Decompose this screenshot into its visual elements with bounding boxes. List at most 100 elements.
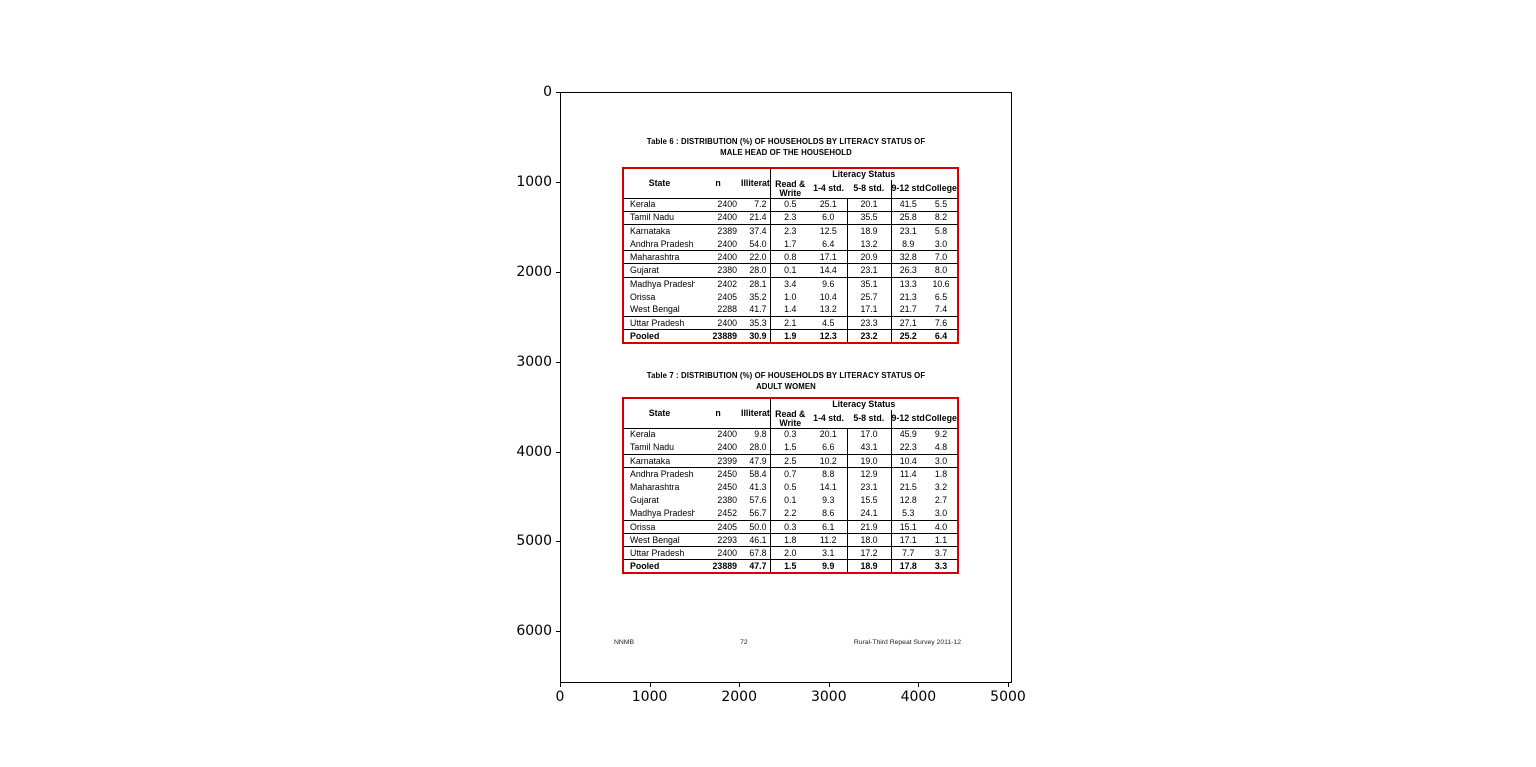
col-group-literacy-status: Literacy Status: [769, 168, 959, 180]
cell-college: 3.3: [925, 559, 959, 574]
cell-n: 2405: [695, 519, 741, 534]
table-6-title-line1: Table 6 : DISTRIBUTION (%) OF HOUSEHOLDS…: [646, 137, 926, 146]
cell-state: Kerala: [630, 199, 656, 210]
cell-state: Madhya Pradesh: [623, 276, 695, 291]
cell-n: 2399: [695, 453, 741, 468]
y-axis-tick-label: 3000: [516, 353, 552, 370]
cell-state: Uttar Pradesh: [623, 316, 695, 330]
x-axis-tick-label: 2000: [721, 689, 758, 705]
cell-college: 3.0: [934, 508, 948, 519]
cell-n: 2400: [717, 238, 737, 249]
table-row: Gujarat 2380 28.0 0.1 14.4 23.1 26.3 8.0: [623, 263, 959, 278]
x-axis-tick-mark: [918, 683, 920, 687]
cell-n: 23889: [695, 559, 741, 574]
cell-illiterate: 7.2: [754, 199, 767, 210]
cell-state: Gujarat: [630, 495, 659, 506]
cell-read-write: 0.1: [769, 493, 810, 508]
cell-n: 23889: [695, 329, 741, 344]
table-row: Pooled 23889 47.7 1.5 9.9 18.9 17.8 3.3: [623, 559, 959, 574]
cell-std14: 14.1: [819, 481, 837, 492]
cell-n: 2450: [695, 467, 741, 481]
cell-std14: 17.1: [810, 250, 847, 264]
cell-std58: 17.2: [846, 546, 891, 560]
cell-n: 2400: [695, 250, 741, 264]
cell-college: 7.6: [925, 316, 959, 330]
cell-read-write: 3.4: [769, 276, 810, 291]
cell-state: Maharashtra: [623, 250, 695, 264]
cell-std14: 6.4: [822, 238, 835, 249]
col-header-9-12-std: 9-12 std.: [890, 410, 925, 429]
cell-read-write: 2.1: [769, 316, 810, 330]
document-page: Table 6 : DISTRIBUTION (%) OF HOUSEHOLDS…: [561, 93, 1011, 682]
col-header-illiterate: Illiterate: [741, 168, 770, 199]
cell-college: 9.2: [934, 429, 948, 440]
cell-state: Orissa: [630, 291, 656, 302]
table-row: Gujarat 2380 57.6 0.1 9.3 15.5 12.8 2.7: [623, 493, 958, 508]
col-header-read-write: Read & Write: [769, 180, 810, 199]
cell-state: Tamil Nadu: [630, 442, 675, 453]
table-6-title-line2: MALE HEAD OF THE HOUSEHOLD: [720, 148, 852, 157]
cell-std14: 9.9: [810, 559, 847, 574]
cell-n: 2293: [695, 532, 741, 547]
cell-illiterate: 58.4: [741, 467, 770, 481]
cell-std912: 25.8: [890, 210, 925, 225]
cell-std58: 18.9: [846, 223, 891, 238]
cell-n: 2402: [695, 276, 741, 291]
cell-std14: 14.4: [810, 263, 847, 278]
cell-illiterate: 57.6: [749, 495, 767, 506]
cell-n: 2400: [717, 429, 737, 440]
cell-std14: 6.1: [810, 519, 847, 534]
cell-state: Andhra Pradesh: [630, 238, 694, 249]
col-group-literacy-status: Literacy Status: [769, 398, 959, 410]
y-axis-tick-mark: [556, 361, 560, 363]
cell-state: Karnataka: [623, 223, 695, 238]
table-row: Andhra Pradesh 2450 58.4 0.7 8.8 12.9 11.4 1.8: [623, 467, 959, 481]
cell-state: Gujarat: [623, 263, 695, 278]
table-7-literacy-adult-women: State n Illiterate Literacy Status Read …: [622, 397, 960, 575]
cell-illiterate: 50.0: [741, 519, 770, 534]
cell-std58: 17.0: [846, 428, 891, 442]
table-7-title: Table 7 : DISTRIBUTION (%) OF HOUSEHOLDS…: [561, 370, 1011, 392]
col-header-state: State: [623, 398, 695, 429]
cell-read-write: 1.4: [769, 303, 810, 317]
cell-state: Karnataka: [623, 453, 695, 468]
cell-illiterate: 28.0: [749, 442, 767, 453]
cell-std14: 20.1: [819, 429, 837, 440]
cell-std58: 23.1: [846, 480, 891, 494]
cell-std14: 25.1: [819, 199, 837, 210]
cell-college: 4.0: [925, 519, 959, 534]
cell-std912: 17.8: [890, 559, 925, 574]
cell-read-write: 1.7: [769, 237, 810, 251]
cell-read-write: 1.9: [769, 329, 810, 344]
cell-read-write: 0.5: [769, 480, 810, 494]
cell-std58: 18.9: [846, 559, 891, 574]
cell-read-write: 0.1: [769, 263, 810, 278]
cell-state: Maharashtra: [630, 481, 680, 492]
x-axis-tick-label: 4000: [900, 689, 937, 705]
cell-read-write: 2.3: [769, 210, 810, 225]
cell-college: 8.2: [925, 210, 959, 225]
y-axis-tick-label: 6000: [516, 623, 552, 640]
cell-read-write: 0.3: [769, 519, 810, 534]
cell-std58: 12.9: [846, 467, 891, 481]
table-row: Maharashtra 2450 41.3 0.5 14.1 23.1 21.5 3.2: [623, 480, 958, 494]
cell-college: 3.2: [934, 481, 948, 492]
table-row: Kerala 2400 9.8 0.3 20.1 17.0 45.9 9.2: [623, 428, 958, 442]
y-axis-tick-mark: [556, 92, 560, 93]
cell-illiterate: 54.0: [749, 238, 767, 249]
cell-std14: 6.0: [810, 210, 847, 225]
cell-std58: 24.1: [846, 507, 891, 521]
cell-std912: 32.8: [890, 250, 925, 264]
cell-n: 2380: [717, 495, 737, 506]
cell-college: 6.4: [925, 329, 959, 344]
cell-std912: 15.1: [890, 519, 925, 534]
x-axis-tick-label: 0: [555, 689, 565, 705]
cell-illiterate: 56.7: [749, 508, 767, 519]
cell-std14: 13.2: [819, 304, 837, 315]
cell-std58: 25.7: [846, 290, 891, 304]
cell-n: 2380: [695, 263, 741, 278]
table-row: Andhra Pradesh 2400 54.0 1.7 6.4 13.2 8.9 3.0: [623, 237, 958, 251]
cell-std58: 35.1: [846, 276, 891, 291]
cell-state: Tamil Nadu: [623, 210, 695, 225]
cell-std912: 7.7: [890, 546, 925, 560]
